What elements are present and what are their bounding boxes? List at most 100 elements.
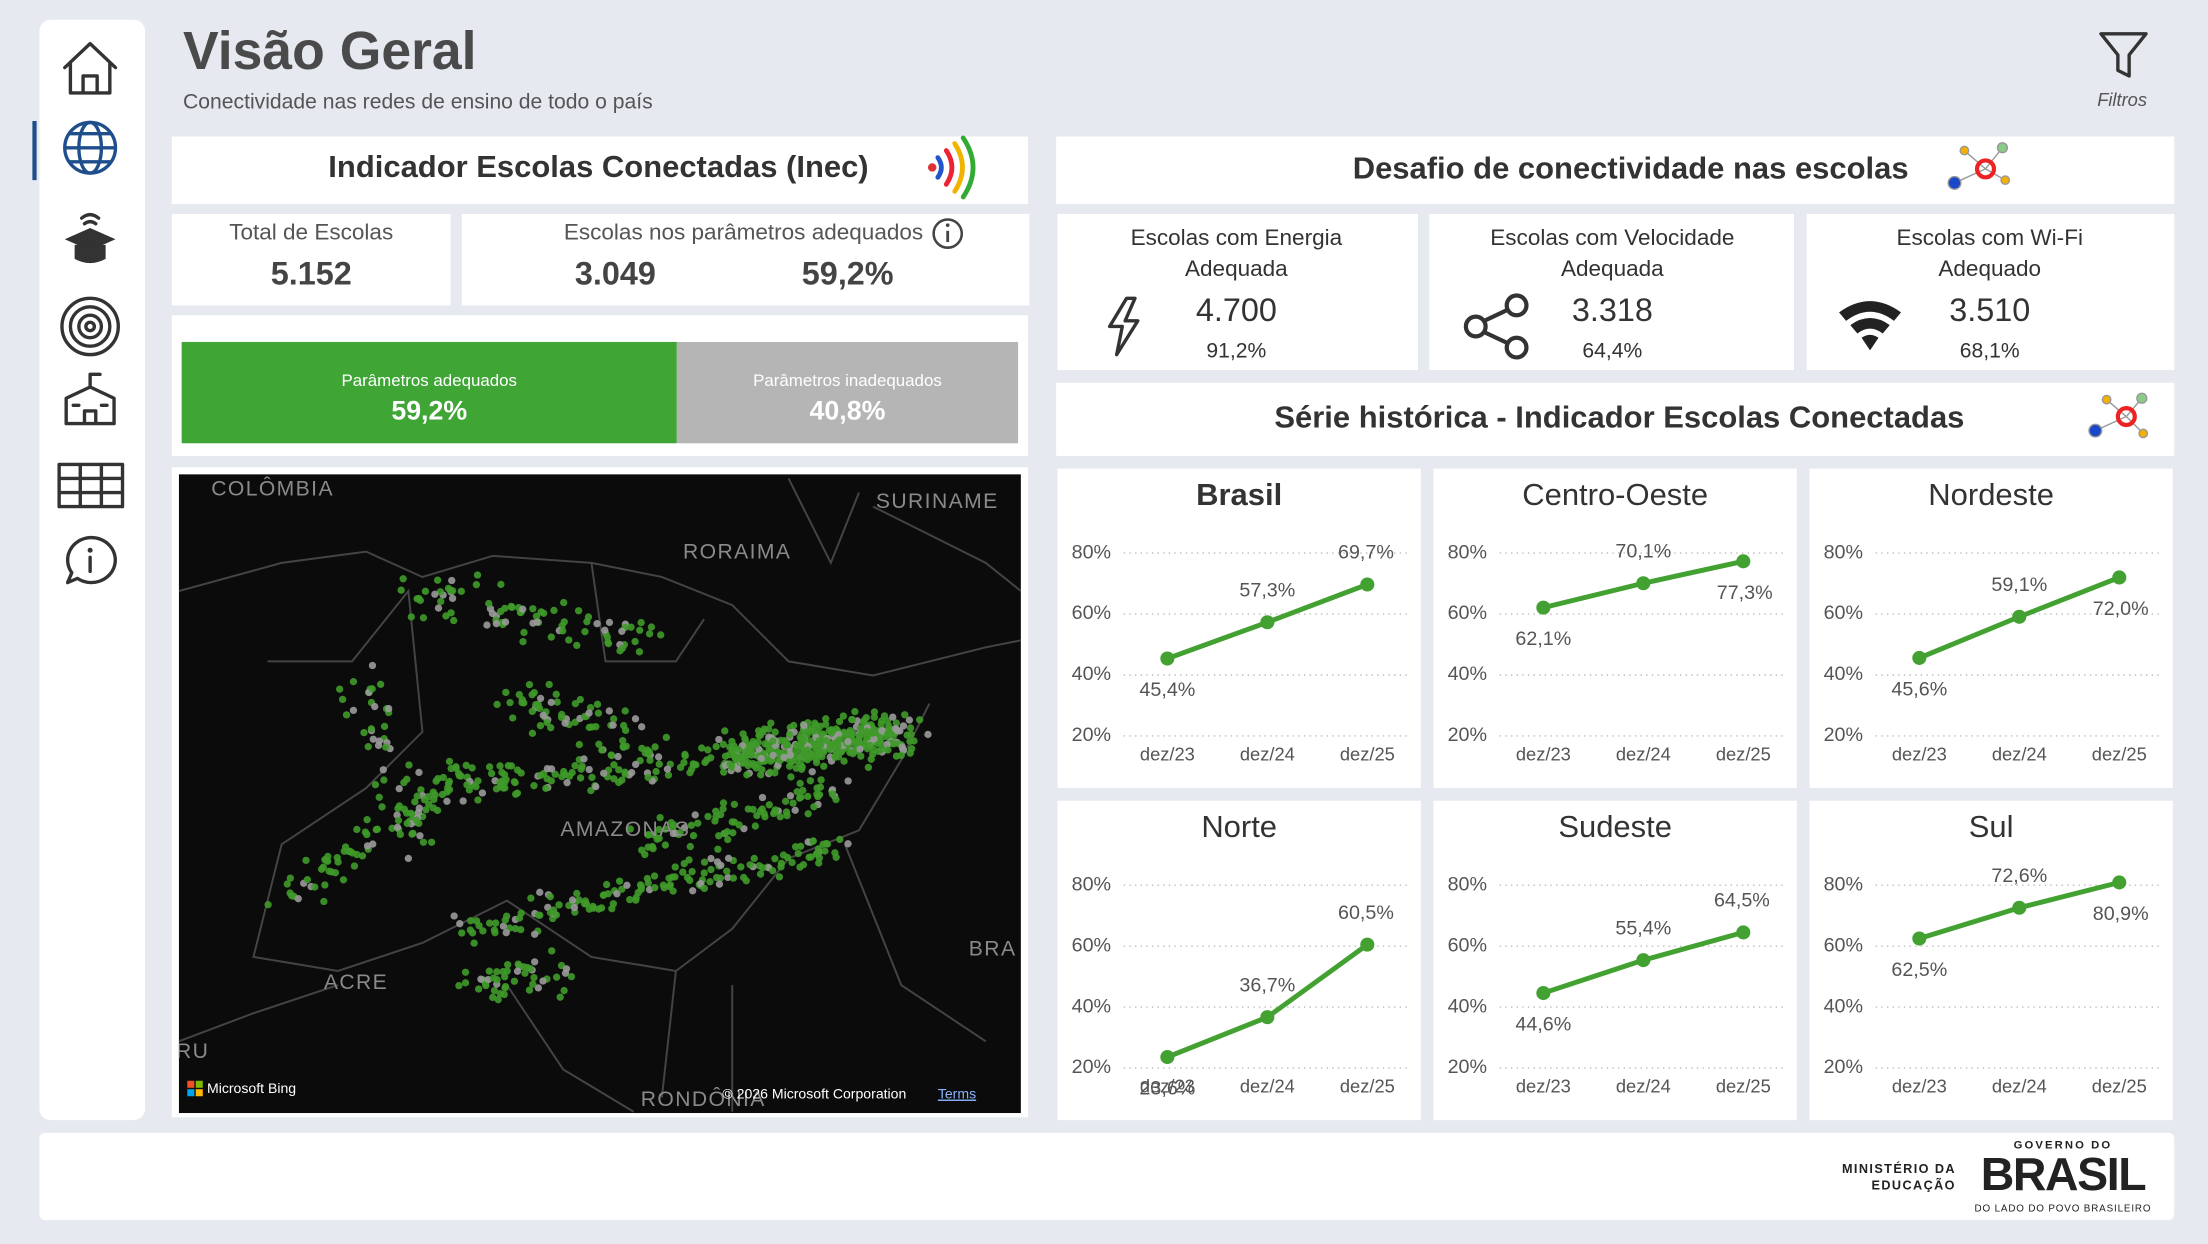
map-dot <box>483 621 490 628</box>
y-tick-label: 20% <box>1448 1056 1487 1078</box>
map-dot <box>559 627 566 634</box>
y-tick-label: 40% <box>1448 663 1487 685</box>
map-dot <box>620 722 627 729</box>
y-tick-label: 80% <box>1824 873 1863 895</box>
map-dot <box>869 750 876 757</box>
map-dot <box>796 780 803 787</box>
map-dot <box>655 753 662 760</box>
map[interactable]: COLÔMBIA SURINAME RORAIMA AMAZONAS ACRE … <box>176 474 1021 1113</box>
value-label: 45,6% <box>1891 678 1947 700</box>
map-dot <box>817 776 824 783</box>
map-dot <box>800 861 807 868</box>
map-dot <box>353 826 360 833</box>
ministry-line: MINISTÉRIO DA <box>1842 1161 1956 1176</box>
map-dot <box>899 743 906 750</box>
map-dot <box>345 848 352 855</box>
value-label: 80,9% <box>2093 903 2149 925</box>
map-dot <box>501 984 508 991</box>
map-dot <box>772 728 779 735</box>
map-dot <box>792 807 799 814</box>
map-dot <box>526 681 533 688</box>
map-dot <box>769 737 776 744</box>
map-dot <box>455 982 462 989</box>
map-dot <box>553 691 560 698</box>
map-dot <box>576 741 583 748</box>
map-dot <box>822 721 829 728</box>
map-dot <box>409 830 416 837</box>
map-dot <box>716 881 723 888</box>
map-dot <box>585 709 592 716</box>
map-dot <box>397 831 404 838</box>
map-dot <box>855 738 862 745</box>
point <box>1912 651 1926 665</box>
map-dot <box>553 974 560 981</box>
map-dot <box>669 887 676 894</box>
value-label: 60,5% <box>1338 902 1394 924</box>
map-dot <box>563 779 570 786</box>
map-dot <box>511 778 518 785</box>
map-dot <box>636 627 643 634</box>
map-dot <box>580 755 587 762</box>
map-dot <box>657 631 664 638</box>
map-dot <box>467 926 474 933</box>
map-dot <box>448 577 455 584</box>
map-dot <box>755 738 762 745</box>
map-dot <box>353 851 360 858</box>
map-dot <box>730 874 737 881</box>
map-dot <box>656 760 663 767</box>
map-dot <box>619 737 626 744</box>
map-dot <box>512 791 519 798</box>
map-dot <box>430 796 437 803</box>
map-dot <box>813 850 820 857</box>
map-dot <box>832 796 839 803</box>
map-dot <box>636 648 643 655</box>
map-dot <box>516 914 523 921</box>
map-dot <box>651 743 658 750</box>
map-dot <box>560 599 567 606</box>
map-dot <box>844 738 851 745</box>
map-dot <box>363 816 370 823</box>
map-dot <box>374 826 381 833</box>
map-dot <box>581 900 588 907</box>
point <box>1636 576 1650 590</box>
map-dot <box>777 813 784 820</box>
map-dot <box>569 896 576 903</box>
gov-tagline: DO LADO DO POVO BRASILEIRO <box>1975 1203 2152 1214</box>
map-dot <box>805 854 812 861</box>
map-dot <box>311 883 318 890</box>
map-terms[interactable]: Terms <box>938 1086 976 1102</box>
map-dot <box>416 832 423 839</box>
map-dot <box>725 855 732 862</box>
map-dot <box>368 725 375 732</box>
map-dot <box>614 753 621 760</box>
map-dot <box>820 763 827 770</box>
y-tick-label: 80% <box>1072 873 1111 895</box>
map-dot <box>449 595 456 602</box>
value-label: 55,4% <box>1615 917 1671 939</box>
map-dot <box>648 623 655 630</box>
y-tick-label: 40% <box>1824 663 1863 685</box>
filter-label[interactable]: Filtros <box>2097 89 2147 110</box>
map-label: RU <box>176 1040 209 1063</box>
map-dot <box>631 638 638 645</box>
point <box>2112 875 2126 889</box>
map-dot <box>568 973 575 980</box>
gov-main: BRASIL <box>1981 1148 2145 1200</box>
map-dot <box>594 701 601 708</box>
map-dot <box>565 636 572 643</box>
kpi-value: 5.152 <box>271 255 352 291</box>
map-dot <box>792 843 799 850</box>
map-dot <box>707 855 714 862</box>
map-dot <box>778 860 785 867</box>
map-dot <box>496 762 503 769</box>
kpi-label: Total de Escolas <box>229 220 393 245</box>
map-dot <box>350 678 357 685</box>
map-dot <box>400 779 407 786</box>
map-dot <box>540 610 547 617</box>
map-dot <box>770 752 777 759</box>
map-dot <box>420 614 427 621</box>
map-dot <box>677 764 684 771</box>
map-dot <box>787 759 794 766</box>
map-dot <box>446 758 453 765</box>
